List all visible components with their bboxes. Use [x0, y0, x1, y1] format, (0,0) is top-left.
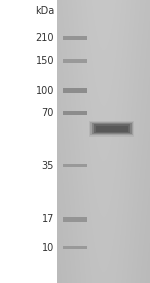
Text: 70: 70 [42, 108, 54, 118]
Bar [63, 164, 87, 168]
Text: kDa: kDa [35, 6, 54, 16]
Bar [94, 125, 130, 133]
Bar [90, 122, 133, 135]
Bar [63, 36, 87, 40]
Bar [63, 217, 87, 222]
Bar [96, 126, 128, 132]
Bar [63, 246, 87, 250]
Text: 210: 210 [36, 33, 54, 43]
Bar [92, 123, 132, 134]
Bar [89, 121, 134, 136]
Bar [63, 88, 87, 93]
Text: 10: 10 [42, 243, 54, 253]
Text: 100: 100 [36, 85, 54, 96]
Text: 150: 150 [36, 56, 54, 66]
Text: 17: 17 [42, 214, 54, 224]
Bar [63, 59, 87, 63]
Text: 35: 35 [42, 160, 54, 171]
Bar [63, 111, 87, 115]
